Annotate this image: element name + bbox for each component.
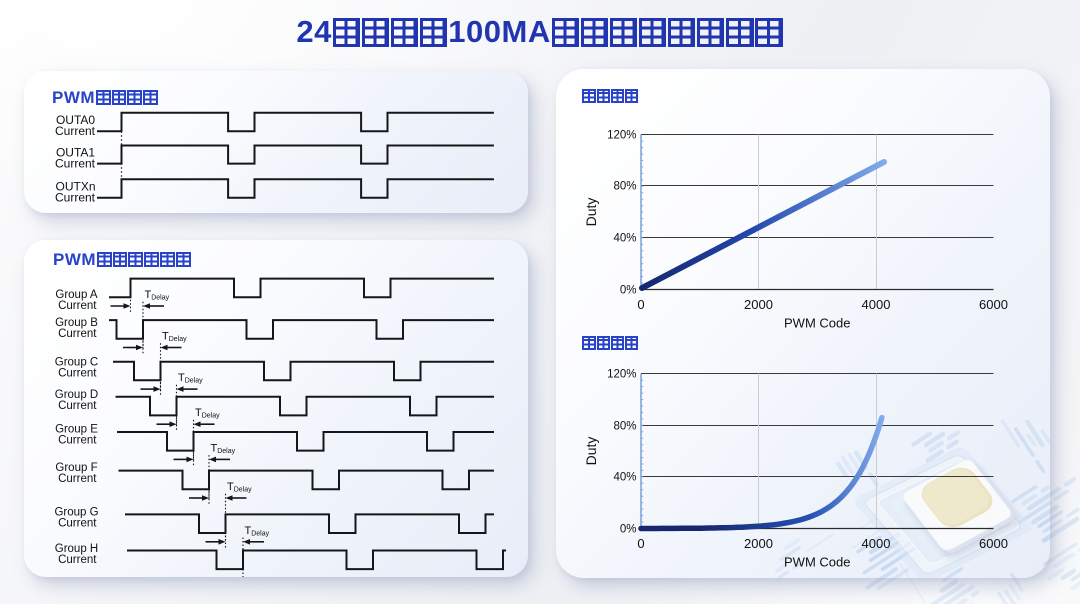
svg-text:TDelay: TDelay: [227, 481, 252, 494]
svg-text:TDelay: TDelay: [162, 331, 187, 344]
svg-text:40%: 40%: [613, 472, 636, 484]
svg-text:120%: 120%: [607, 130, 636, 142]
svg-text:2000: 2000: [744, 536, 773, 551]
svg-text:Group A: Group A: [55, 289, 98, 301]
svg-text:TDelay: TDelay: [195, 407, 220, 420]
svg-text:Current: Current: [58, 554, 97, 566]
svg-text:80%: 80%: [613, 421, 636, 433]
svg-text:Current: Current: [55, 191, 96, 205]
svg-text:PWM Code: PWM Code: [784, 555, 850, 570]
svg-text:0: 0: [637, 297, 644, 312]
svg-text:TDelay: TDelay: [245, 525, 270, 538]
svg-text:0%: 0%: [620, 285, 637, 297]
svg-text:0: 0: [637, 536, 644, 551]
svg-text:TDelay: TDelay: [178, 372, 203, 385]
svg-text:Current: Current: [58, 368, 97, 380]
svg-text:4000: 4000: [862, 297, 891, 312]
svg-text:OUTXn: OUTXn: [55, 180, 95, 194]
svg-text:Current: Current: [58, 517, 97, 529]
svg-text:Current: Current: [58, 300, 97, 312]
svg-text:Current: Current: [55, 124, 96, 138]
svg-text:Group G: Group G: [54, 506, 98, 518]
svg-text:Current: Current: [58, 328, 97, 340]
svg-text:Group E: Group E: [55, 424, 98, 436]
svg-text:TDelay: TDelay: [145, 289, 170, 302]
svg-text:Group F: Group F: [55, 462, 97, 474]
svg-text:Duty: Duty: [583, 198, 599, 227]
svg-text:6000: 6000: [979, 297, 1008, 312]
svg-text:TDelay: TDelay: [211, 442, 236, 455]
svg-text:Group D: Group D: [55, 389, 98, 401]
svg-text:Current: Current: [58, 435, 97, 447]
svg-text:Current: Current: [55, 156, 96, 170]
svg-text:Current: Current: [58, 400, 97, 412]
svg-text:6000: 6000: [979, 536, 1008, 551]
svg-text:80%: 80%: [613, 181, 636, 193]
svg-text:PWM Code: PWM Code: [784, 316, 850, 331]
svg-text:Group B: Group B: [55, 317, 98, 329]
svg-text:120%: 120%: [607, 369, 636, 381]
svg-text:Duty: Duty: [583, 437, 599, 466]
svg-text:OUTA1: OUTA1: [56, 145, 95, 159]
svg-text:OUTA0: OUTA0: [56, 113, 95, 127]
svg-text:Current: Current: [58, 473, 97, 485]
svg-text:4000: 4000: [862, 536, 891, 551]
svg-text:40%: 40%: [613, 233, 636, 245]
svg-text:Group H: Group H: [55, 543, 98, 555]
svg-text:0%: 0%: [620, 524, 637, 536]
svg-text:Group C: Group C: [55, 357, 98, 369]
svg-text:2000: 2000: [744, 297, 773, 312]
